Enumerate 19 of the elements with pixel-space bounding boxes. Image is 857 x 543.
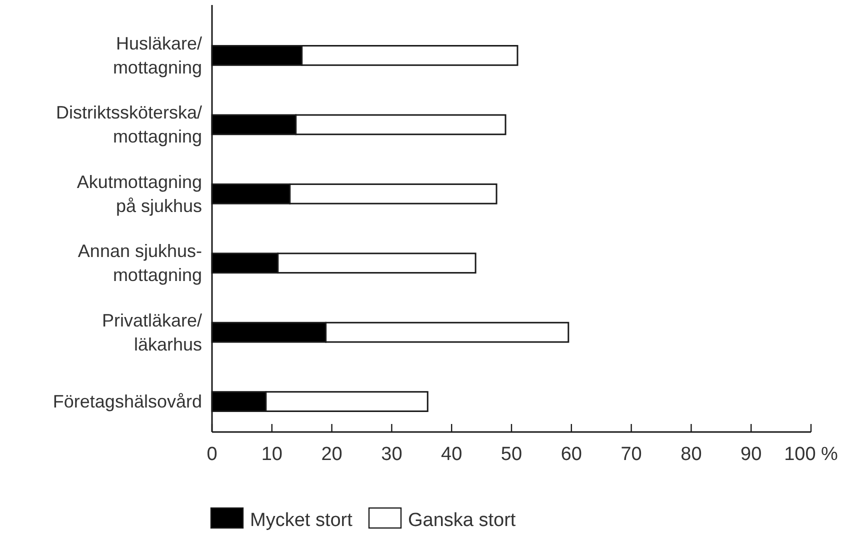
x-tick-label: 90 <box>740 444 762 465</box>
x-tick-label: 10 <box>261 444 282 465</box>
y-tick-label: Företagshälsovård <box>52 392 202 412</box>
legend-label: Mycket stort <box>250 510 354 531</box>
x-tick-label: 20 <box>321 444 342 465</box>
legend-label: Ganska stort <box>408 510 516 531</box>
y-tick-label: Privatläkare/ läkarhus <box>102 310 202 354</box>
x-tick-label: 40 <box>441 444 462 465</box>
x-tick-label: 80 <box>680 444 702 465</box>
y-tick-label: Annan sjukhus- mottagning <box>78 241 202 286</box>
x-tick-label: 0 <box>206 444 218 465</box>
y-tick-label: Akutmottagning på sjukhus <box>76 172 202 216</box>
x-tick-label: 50 <box>500 444 522 465</box>
x-tick-label: 100 % <box>784 444 838 465</box>
x-tick-label: 70 <box>620 444 642 465</box>
y-tick-label: Husläkare/ mottagning <box>112 33 202 78</box>
x-tick-label: 60 <box>560 444 582 465</box>
y-tick-label: Distriktssköterska/ mottagning <box>56 102 202 147</box>
x-tick-label: 30 <box>381 444 402 465</box>
